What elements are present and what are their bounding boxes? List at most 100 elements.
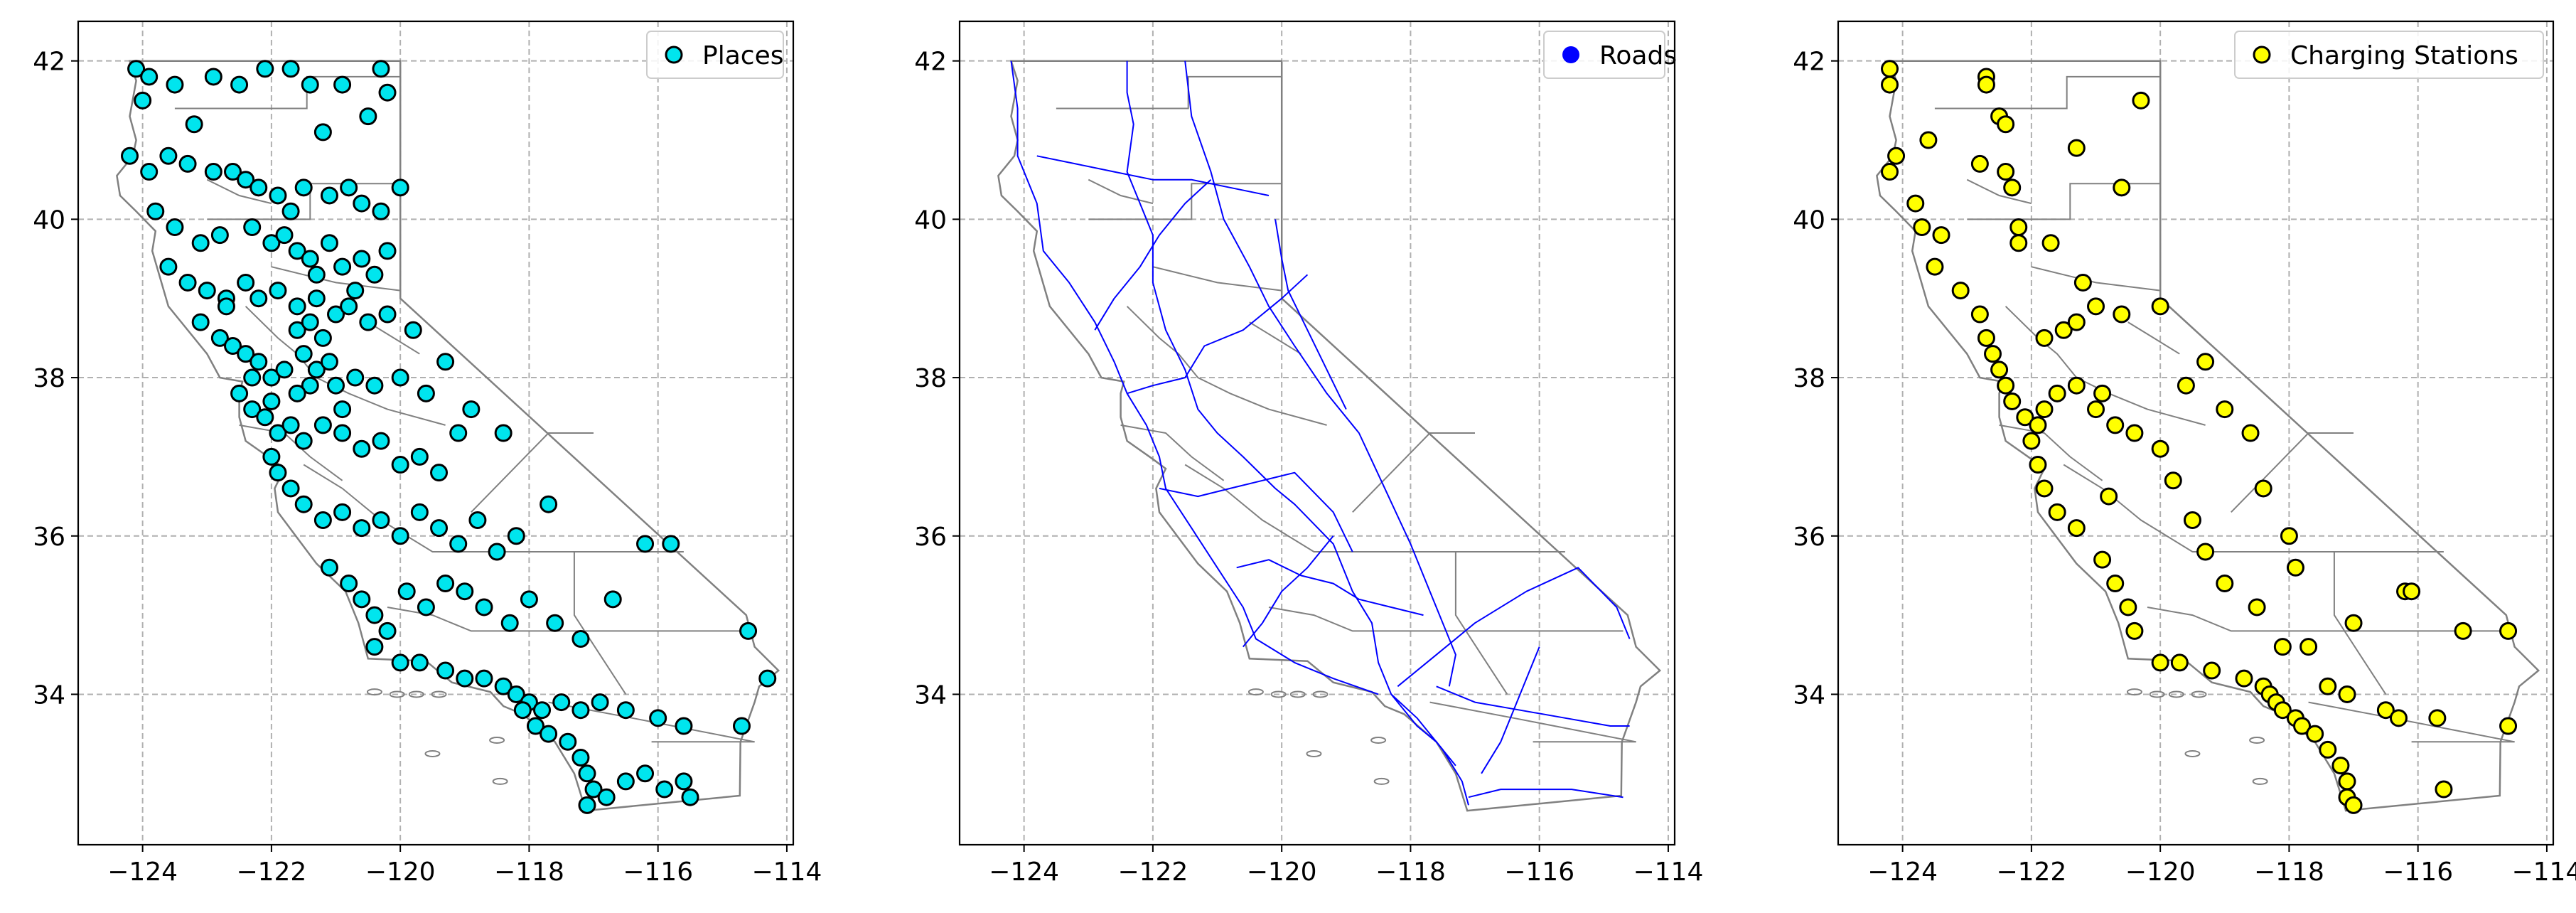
data-point xyxy=(333,75,352,94)
x-axis: −124 −122 −120 −118 −116 −114 xyxy=(989,845,1703,887)
data-point xyxy=(372,202,390,220)
data-point xyxy=(2016,408,2034,427)
data-point xyxy=(313,329,332,347)
data-point xyxy=(2319,740,2337,759)
data-point xyxy=(2113,305,2131,324)
county-line xyxy=(471,432,594,513)
data-point xyxy=(2454,621,2472,640)
data-point xyxy=(262,392,281,410)
data-point xyxy=(2106,416,2125,434)
road-line xyxy=(1184,60,1456,687)
data-point xyxy=(2338,772,2356,791)
y-tick-label: 42 xyxy=(33,48,65,77)
data-point xyxy=(597,788,616,806)
x-tick-label: −118 xyxy=(494,858,564,887)
island xyxy=(1270,690,1287,698)
data-point xyxy=(1951,282,1970,300)
legend-marker xyxy=(665,46,683,64)
data-point xyxy=(2376,701,2395,720)
data-point xyxy=(249,353,268,371)
data-point xyxy=(301,250,319,268)
data-point xyxy=(559,732,577,751)
data-point xyxy=(353,590,371,609)
y-tick-label: 34 xyxy=(914,680,947,710)
data-point xyxy=(1906,194,1925,213)
county-line xyxy=(2127,321,2180,355)
data-point xyxy=(1977,329,1995,347)
data-point xyxy=(301,75,319,94)
county-line xyxy=(2333,552,2387,695)
data-point xyxy=(2151,297,2169,316)
panel-roads: −124 −122 −120 −118 −116 −114 34 36 38 40 42 Road… xyxy=(914,20,1703,887)
data-point xyxy=(237,171,255,189)
data-point xyxy=(365,376,384,395)
island xyxy=(2252,777,2268,785)
data-point xyxy=(603,590,622,609)
data-point xyxy=(294,345,313,363)
data-point xyxy=(166,218,184,236)
data-point xyxy=(249,289,268,308)
data-point xyxy=(475,669,493,688)
data-point xyxy=(2151,653,2169,672)
county-line xyxy=(1184,464,1565,552)
state-boundaries xyxy=(997,60,1662,812)
data-point xyxy=(307,265,326,284)
data-point xyxy=(256,408,274,427)
data-point xyxy=(224,163,242,181)
data-point xyxy=(269,464,287,482)
county-line xyxy=(1152,266,1282,292)
data-point xyxy=(243,218,262,236)
x-tick-label: −118 xyxy=(1375,858,1446,887)
data-point xyxy=(616,701,635,720)
roads-series xyxy=(1010,60,1631,806)
data-point xyxy=(307,289,326,308)
data-point xyxy=(2248,598,2266,616)
y-tick-label: 36 xyxy=(1793,523,1825,552)
data-point xyxy=(2280,527,2298,545)
data-point xyxy=(449,424,468,442)
data-point xyxy=(417,384,435,402)
road-line xyxy=(1127,274,1309,395)
data-point xyxy=(140,68,159,86)
data-point xyxy=(1913,218,1931,236)
data-point xyxy=(436,661,455,680)
island xyxy=(2149,690,2165,698)
x-tick-label: −120 xyxy=(365,858,436,887)
data-point xyxy=(365,265,384,284)
data-point xyxy=(333,400,352,419)
x-tick-label: −116 xyxy=(2383,858,2453,887)
county-line xyxy=(1088,178,1154,205)
county-line xyxy=(1088,183,1282,220)
road-line xyxy=(1468,789,1624,799)
x-tick-label: −120 xyxy=(1247,858,1317,887)
x-tick-label: −120 xyxy=(2125,858,2196,887)
data-point xyxy=(410,653,429,672)
data-point xyxy=(571,749,590,767)
data-point xyxy=(571,701,590,720)
x-tick-label: −122 xyxy=(1996,858,2066,887)
data-point xyxy=(204,68,222,86)
data-point xyxy=(2035,400,2054,419)
y-tick-label: 40 xyxy=(33,205,65,235)
data-point xyxy=(320,186,338,205)
data-point xyxy=(1881,60,1899,78)
county-line xyxy=(206,178,272,205)
y-tick-label: 38 xyxy=(914,364,947,393)
data-point xyxy=(507,685,525,703)
data-point xyxy=(333,257,352,276)
data-point xyxy=(2093,550,2112,569)
road-line xyxy=(1010,60,1379,695)
island xyxy=(431,690,447,698)
data-point xyxy=(365,638,384,656)
data-point xyxy=(655,780,674,799)
county-line xyxy=(1999,424,2103,481)
data-point xyxy=(578,764,596,783)
data-point xyxy=(2344,796,2363,814)
data-point xyxy=(584,780,603,799)
x-tick-label: −124 xyxy=(1867,858,1938,887)
data-point xyxy=(456,669,474,688)
island xyxy=(492,777,508,785)
x-tick-label: −114 xyxy=(751,858,822,887)
data-point xyxy=(2299,638,2318,656)
data-point xyxy=(2041,234,2060,252)
